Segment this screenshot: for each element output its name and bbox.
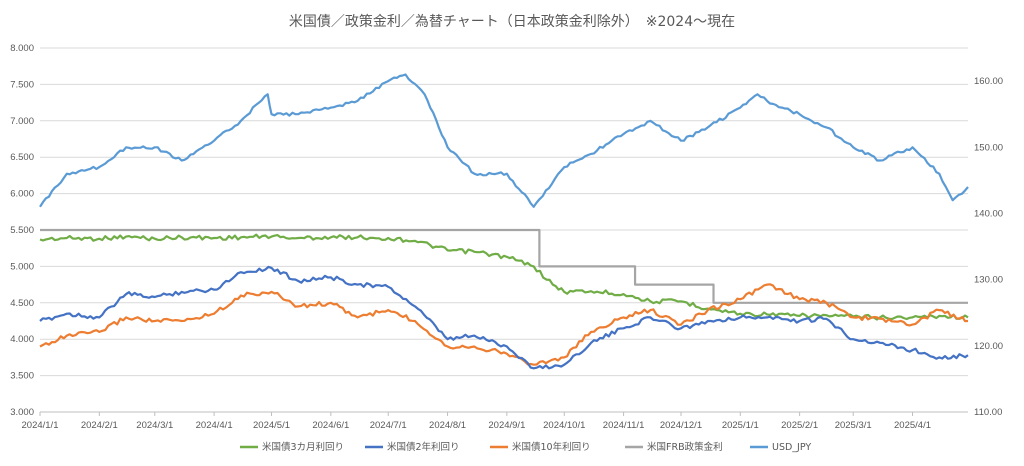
legend: 米国債3カ月利回り 米国債2年利回り 米国債10年利回り 米国FRB政策金利 USD_J… [240,441,811,453]
chart-title: 米国債／政策金利／為替チャート（日本政策金利除外） ※2024～現在 [289,13,735,30]
x-tick-label: 2024/11/1 [603,420,645,431]
y-axis-left: 3.000 3.500 4.000 4.500 5.000 5.500 6.000 6.500… [10,43,34,418]
legend-label: 米国債10年利回り [512,441,591,453]
y-left-tick-label: 4.000 [10,334,34,345]
y-left-tick-label: 6.000 [10,189,34,200]
legend-item: 米国債3カ月利回り [240,441,344,453]
x-tick-label: 2025/1/1 [722,420,759,431]
legend-item: 米国債2年利回り [365,441,460,453]
x-tick-label: 2024/10/1 [543,420,585,431]
x-tick-label: 2024/8/1 [429,420,466,431]
series-line [40,228,968,304]
series-line [39,283,969,366]
y-left-tick-label: 5.000 [10,261,34,272]
series-line [39,265,969,370]
x-tick-label: 2024/1/1 [22,420,59,431]
x-tick-label: 2024/2/1 [81,420,118,431]
x-tick-label: 2025/3/1 [835,420,872,431]
legend-label: 米国債3カ月利回り [262,441,344,453]
legend-label: 米国FRB政策金利 [647,441,723,453]
x-axis: 2024/1/1 2024/2/1 2024/3/1 2024/4/1 2024/5/1… [22,411,968,431]
y-left-tick-label: 7.000 [10,116,34,127]
y-left-tick-label: 4.500 [10,298,34,309]
x-tick-label: 2024/4/1 [196,420,233,431]
y-left-tick-label: 7.500 [10,79,34,90]
legend-item: USD_JPY [750,442,811,453]
y-left-tick-label: 6.500 [10,152,34,163]
y-right-tick-label: 140.00 [974,208,1003,219]
y-axis-right: 110.00 120.00 130.00 140.00 150.00 160.00 [974,76,1003,418]
legend-item: 米国債10年利回り [490,441,591,453]
x-tick-label: 2024/6/1 [312,420,349,431]
y-right-tick-label: 110.00 [974,407,1002,418]
series-line [39,73,969,208]
y-right-tick-label: 120.00 [974,341,1003,352]
series-layer [39,73,969,370]
x-tick-label: 2024/7/1 [370,420,407,431]
series-line [39,233,969,321]
x-tick-label: 2025/4/1 [894,420,931,431]
x-tick-label: 2024/5/1 [253,420,290,431]
x-tick-label: 2024/12/1 [660,420,702,431]
x-tick-label: 2024/3/1 [136,420,173,431]
x-tick-label: 2024/9/1 [488,420,525,431]
y-left-tick-label: 3.500 [10,371,34,382]
y-right-tick-label: 160.00 [974,76,1003,87]
legend-label: 米国債2年利回り [387,441,460,453]
y-left-tick-label: 8.000 [10,43,34,54]
y-right-tick-label: 150.00 [974,142,1003,153]
y-left-tick-label: 3.000 [10,407,34,418]
y-right-tick-label: 130.00 [974,275,1003,286]
y-left-tick-label: 5.500 [10,225,34,236]
legend-label: USD_JPY [772,442,811,453]
legend-item: 米国FRB政策金利 [625,441,723,453]
x-tick-label: 2025/2/1 [781,420,818,431]
